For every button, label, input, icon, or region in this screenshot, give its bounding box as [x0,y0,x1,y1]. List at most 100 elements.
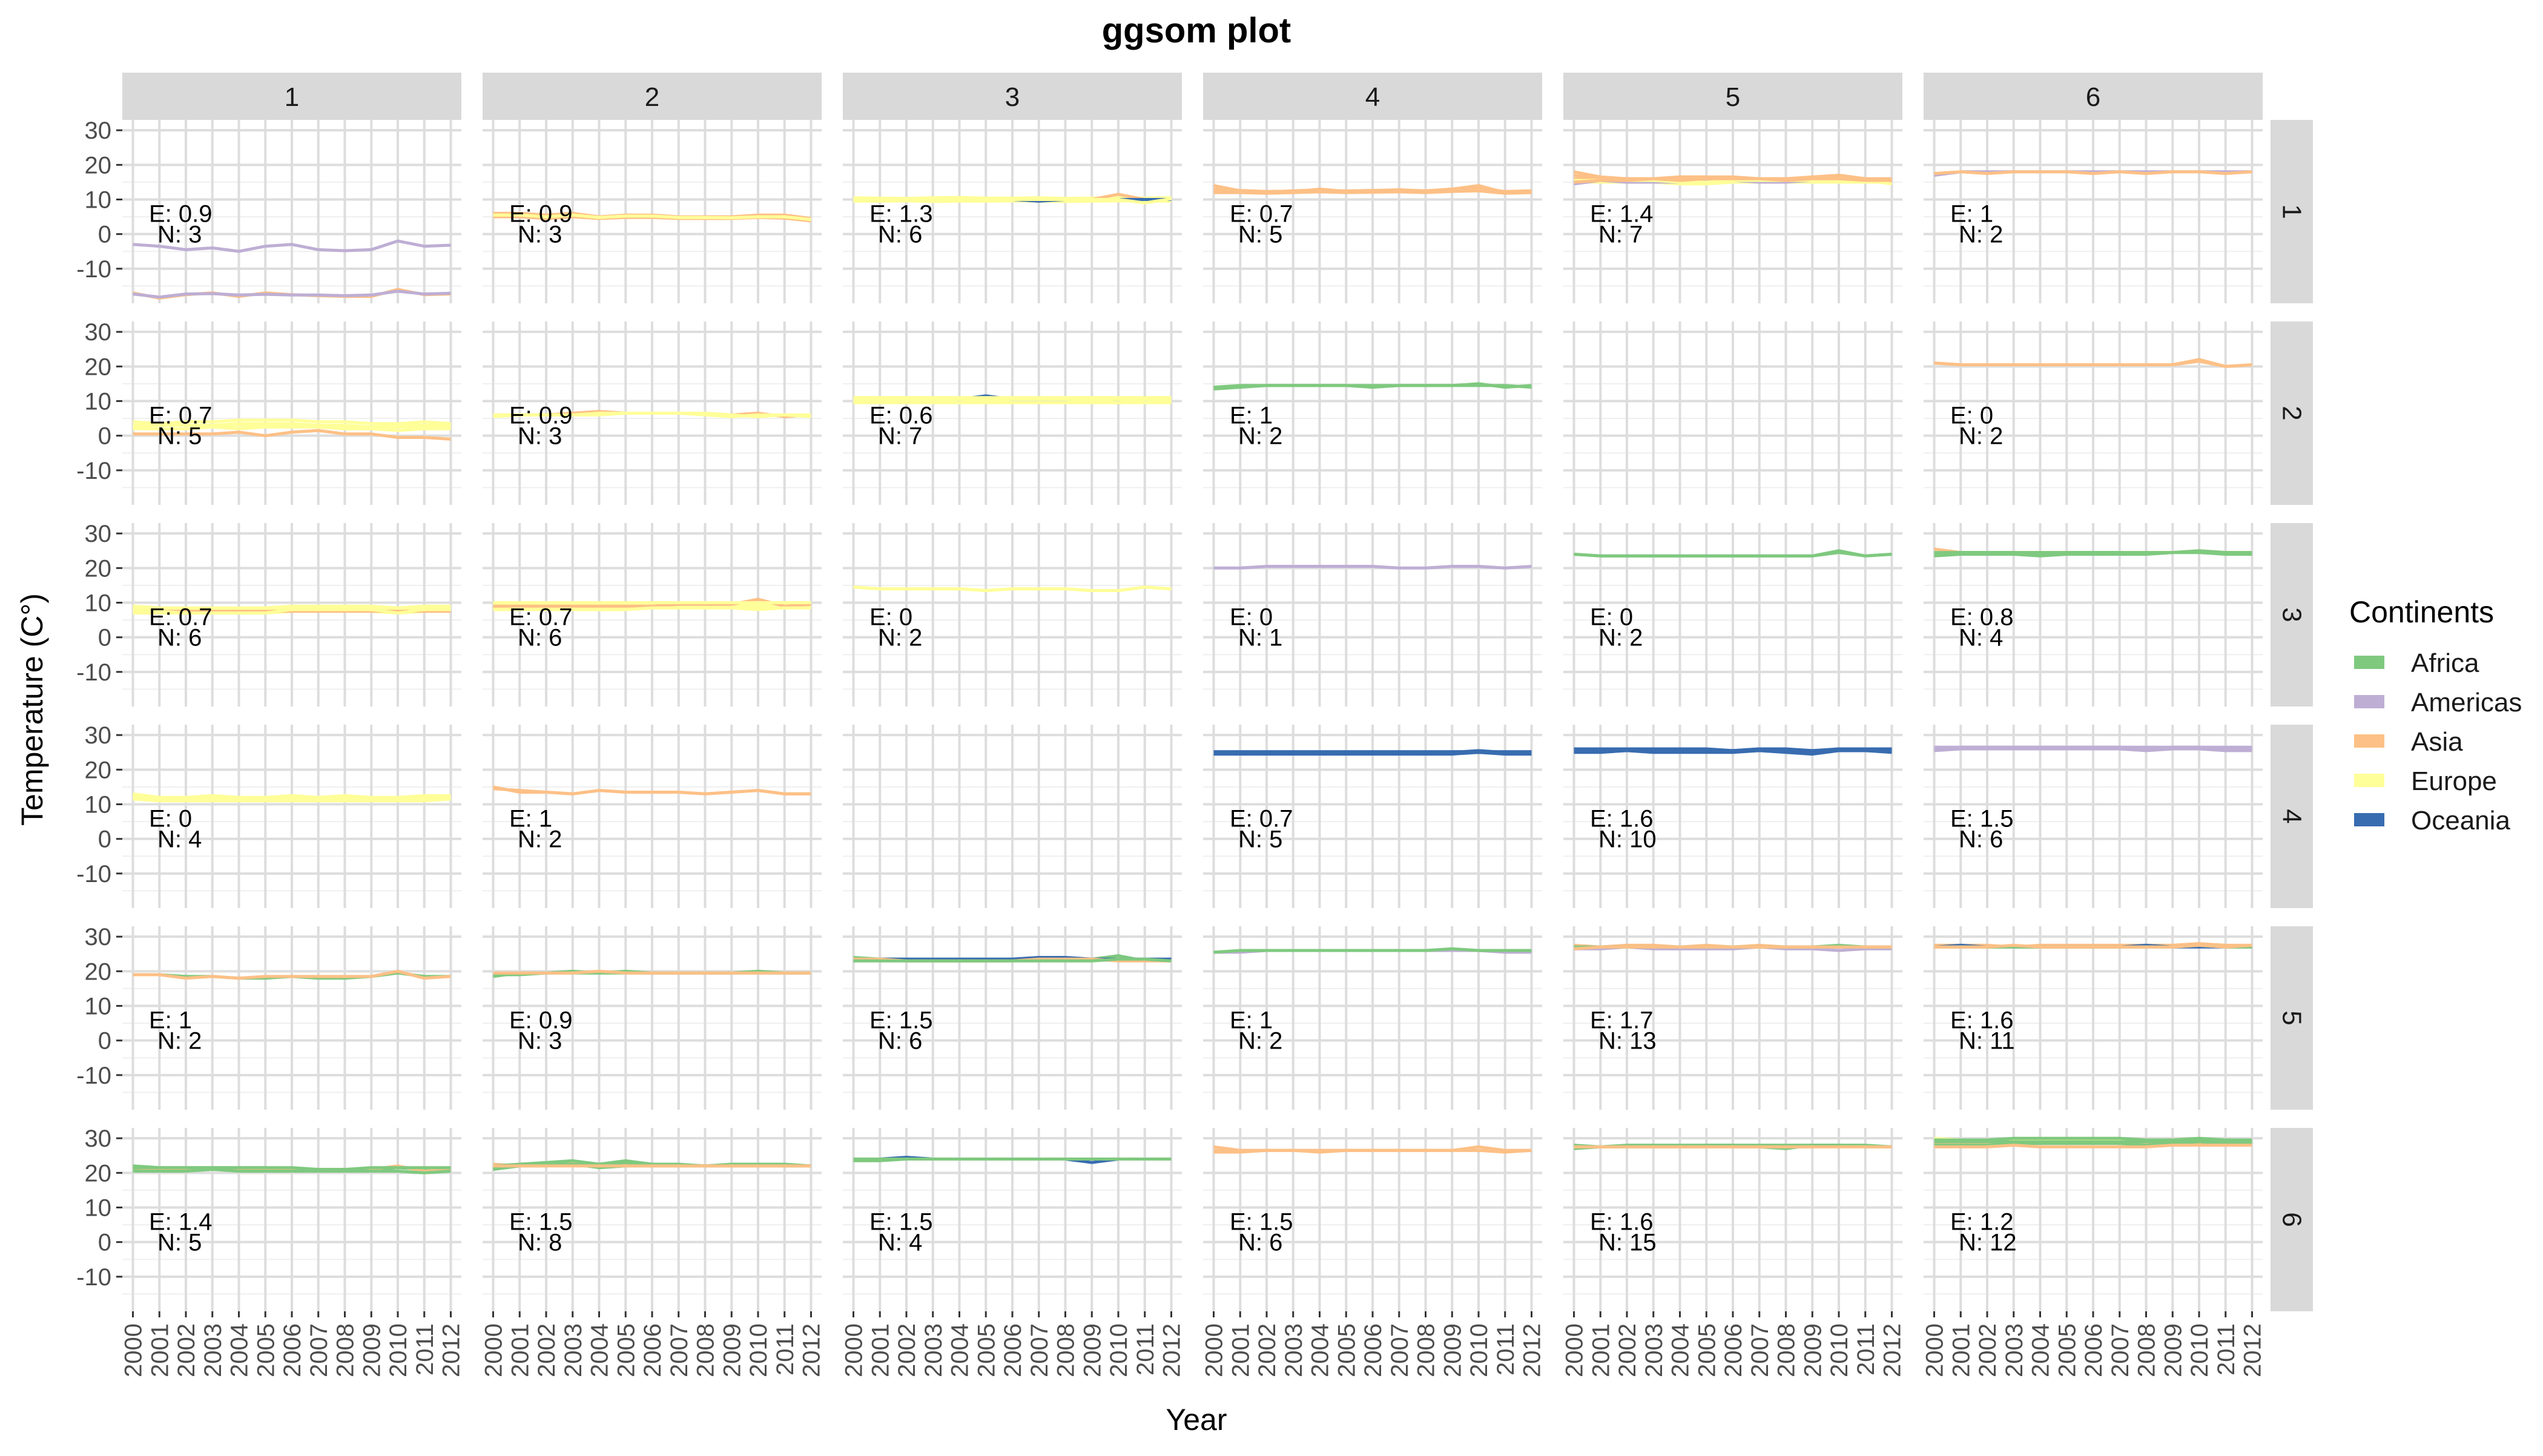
column-strip: 5 [1563,73,1902,120]
x-tick-label: 2010 [1466,1323,1492,1377]
x-tick-label: 2009 [2160,1323,2186,1377]
y-tick-label: 0 [98,826,111,853]
annotation-error: E: 0.9 [509,402,573,429]
x-tick-label: 2008 [332,1323,359,1377]
x-tick-label: 2005 [613,1323,639,1377]
column-strip: 2 [483,73,822,120]
x-tick-label: 2012 [1519,1323,1546,1377]
x-tick-label: 2007 [2107,1323,2134,1377]
column-strip-label: 4 [1365,82,1380,112]
x-tick-label: 2004 [226,1323,253,1377]
series-line [493,606,811,611]
x-tick-label: 2009 [1799,1323,1826,1377]
x-tick-label: 2008 [1053,1323,1080,1377]
y-tick-label: -10 [76,1264,111,1291]
y-tick-label: 0 [98,1230,111,1256]
legend-item: Europe [2354,766,2497,796]
row-strip-background [2271,1128,2313,1311]
facet-panel: E: 1N: 2 [1924,120,2263,303]
annotation-error: E: 1 [1230,402,1273,429]
legend-label: Africa [2411,648,2479,678]
annotation-error: E: 0.7 [1230,200,1293,227]
annotation-error: E: 0.9 [149,200,213,227]
annotation-count: N: 6 [518,625,562,651]
x-tick-label: 2010 [745,1323,772,1377]
annotation-count: N: 6 [157,625,202,651]
column-strip-background [1203,73,1542,120]
x-tick-label: 2000 [481,1323,507,1377]
x-tick-label: 2008 [1773,1323,1800,1377]
y-tick-label: 30 [85,521,112,547]
y-tick-label: 20 [85,958,112,985]
x-tick-label: 2006 [1720,1323,1747,1377]
annotation-count: N: 3 [518,222,562,248]
x-tick-label: 2002 [1974,1323,2001,1377]
x-tick-label: 2001 [1227,1323,1254,1377]
x-tick-label: 2009 [1079,1323,1106,1377]
y-tick-label: 30 [85,117,112,144]
column-strip-label: 3 [1005,82,1020,112]
annotation-error: E: 1 [1230,1007,1273,1033]
annotation-count: N: 13 [1598,1028,1657,1055]
x-axis-title: Year [1166,1403,1227,1437]
series-line [1934,360,2252,368]
series-line [1213,384,1532,390]
x-tick-label: 2004 [1307,1323,1334,1377]
column-strip-background [483,73,822,120]
x-tick-label: 2000 [1562,1323,1588,1377]
series-line [493,213,811,222]
facet-panel: E: 1.4N: 7 [1563,120,1902,303]
series-line [1574,177,1892,184]
series-line [1934,942,2252,949]
column-strip-background [843,73,1182,120]
x-tick-label: 2006 [1000,1323,1026,1377]
facet-panel [843,725,1182,908]
y-tick-label: 0 [98,222,111,248]
x-tick-label: 2009 [1439,1323,1466,1377]
legend-item: Oceania [2354,806,2510,835]
column-strip: 6 [1924,73,2263,120]
annotation-count: N: 4 [157,826,202,853]
x-tick-label: 2008 [1413,1323,1440,1377]
row-strip: 1 [2271,120,2313,303]
y-tick-label: -10 [76,256,111,283]
annotation-count: N: 5 [157,423,202,450]
annotation-error: E: 0.9 [509,1007,573,1033]
x-tick-label: 2003 [1641,1323,1667,1377]
x-tick-label: 2007 [666,1323,693,1377]
annotation-count: N: 7 [1598,222,1643,248]
legend-label: Oceania [2411,806,2510,835]
x-tick-label: 2003 [920,1323,947,1377]
x-tick-label: 2004 [947,1323,974,1377]
y-tick-label: 30 [85,722,112,749]
x-tick-label: 2004 [2028,1323,2054,1377]
row-strip-label: 3 [2277,607,2307,622]
annotation-count: N: 4 [878,1230,922,1256]
y-tick-label: 0 [98,625,111,651]
annotation-error: E: 1 [1950,200,1993,227]
row-strip-label: 6 [2277,1212,2307,1227]
x-tick-label: 2005 [2054,1323,2080,1377]
x-tick-label: 2007 [1026,1323,1053,1377]
annotation-error: E: 0 [1230,604,1273,630]
series-line [133,796,451,801]
annotation-count: N: 5 [1238,222,1282,248]
facet-panel: E: 0.7N: 6 30 20 10 0 -10 [76,521,461,707]
x-tick-label: 2003 [2001,1323,2028,1377]
facet-panel: E: 1.3N: 6 [843,120,1182,303]
column-strip: 4 [1203,73,1542,120]
facet-panel: E: 0N: 2 [1924,321,2263,505]
series-line [1574,551,1892,558]
annotation-error: E: 1.5 [1950,805,2014,832]
column-strip: 1 [122,73,461,120]
annotation-error: E: 0 [1590,604,1633,630]
facet-panel: E: 0.9N: 3 [483,120,822,303]
series-line [133,429,451,441]
x-tick-label: 2001 [1948,1323,1974,1377]
series-line [133,239,451,253]
x-tick-label: 2012 [1159,1323,1186,1377]
annotation-count: N: 12 [1959,1230,2017,1256]
x-tick-label: 2003 [560,1323,587,1377]
